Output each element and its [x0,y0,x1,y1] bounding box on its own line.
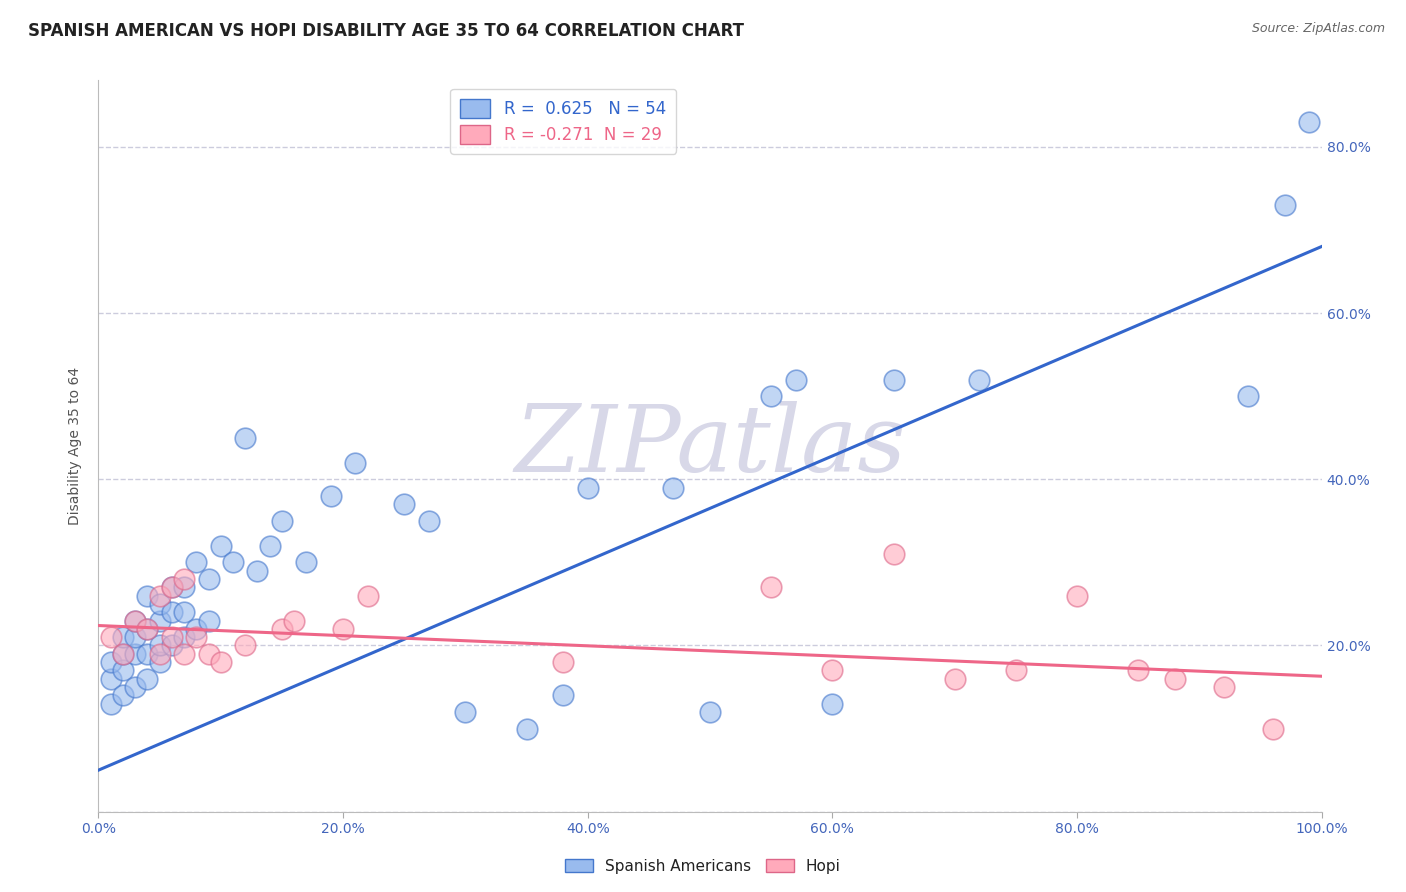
Point [136,589,159,603]
Point [246,564,269,578]
Point [160,605,183,619]
Point [821,697,844,711]
Point [111,630,134,644]
Point [124,647,146,661]
Point [136,622,159,636]
Point [149,589,172,603]
Point [160,639,183,653]
Point [124,630,146,644]
Point [553,655,575,669]
Point [149,647,172,661]
Point [149,614,172,628]
Point [160,580,183,594]
Point [100,697,122,711]
Point [173,580,195,594]
Point [100,672,122,686]
Point [454,705,477,719]
Point [111,647,134,661]
Point [149,597,172,611]
Text: ZIPatlas: ZIPatlas [515,401,905,491]
Point [356,589,378,603]
Point [136,672,159,686]
Legend: R =  0.625   N = 54, R = -0.271  N = 29: R = 0.625 N = 54, R = -0.271 N = 29 [450,88,676,153]
Point [295,555,318,569]
Point [1164,672,1187,686]
Point [186,622,208,636]
Point [149,655,172,669]
Legend: Spanish Americans, Hopi: Spanish Americans, Hopi [560,853,846,880]
Point [943,672,966,686]
Point [1298,115,1320,129]
Point [1261,722,1284,736]
Point [1237,389,1260,403]
Point [283,614,305,628]
Point [418,514,440,528]
Point [160,630,183,644]
Point [344,456,367,470]
Point [222,555,245,569]
Point [209,655,232,669]
Point [259,539,281,553]
Point [392,497,416,511]
Point [173,647,195,661]
Point [186,555,208,569]
Point [197,647,219,661]
Point [100,630,122,644]
Point [111,664,134,678]
Point [319,489,342,503]
Point [124,614,146,628]
Point [149,639,172,653]
Point [761,389,783,403]
Point [173,605,195,619]
Point [111,647,134,661]
Point [173,630,195,644]
Point [233,431,256,445]
Text: SPANISH AMERICAN VS HOPI DISABILITY AGE 35 TO 64 CORRELATION CHART: SPANISH AMERICAN VS HOPI DISABILITY AGE … [28,22,744,40]
Point [662,481,685,495]
Point [699,705,721,719]
Point [576,481,599,495]
Point [100,655,122,669]
Point [1004,664,1026,678]
Point [186,630,208,644]
Point [197,572,219,586]
Point [332,622,354,636]
Point [761,580,783,594]
Point [124,680,146,694]
Point [967,372,990,386]
Point [1128,664,1150,678]
Point [136,622,159,636]
Point [160,580,183,594]
Point [883,372,905,386]
Point [111,689,134,703]
Point [197,614,219,628]
Point [821,664,844,678]
Point [515,722,537,736]
Point [883,547,905,561]
Point [785,372,807,386]
Point [270,514,294,528]
Point [209,539,232,553]
Point [173,572,195,586]
Point [1066,589,1088,603]
Y-axis label: Disability Age 35 to 64: Disability Age 35 to 64 [69,367,83,525]
Point [124,614,146,628]
Text: Source: ZipAtlas.com: Source: ZipAtlas.com [1251,22,1385,36]
Point [270,622,294,636]
Point [1212,680,1234,694]
Point [1274,198,1296,212]
Point [233,639,256,653]
Point [136,647,159,661]
Point [553,689,575,703]
